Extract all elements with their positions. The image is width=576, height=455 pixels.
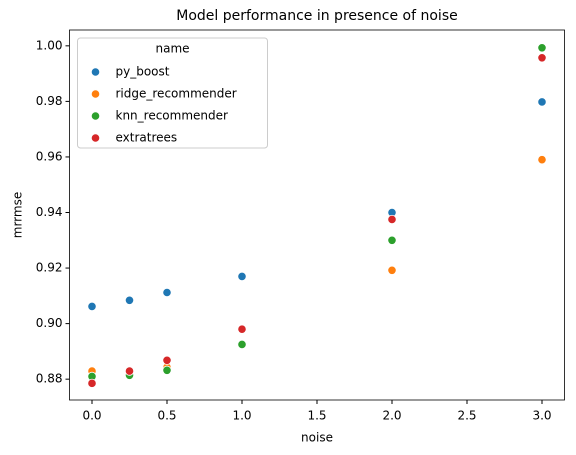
y-tick-label: 0.96 (36, 149, 63, 163)
point (387, 265, 397, 275)
y-axis-label: mrrmse (11, 192, 25, 238)
point (387, 214, 397, 225)
y-tick-label: 0.98 (36, 94, 63, 108)
point (162, 355, 172, 365)
point (162, 365, 172, 375)
point (237, 339, 247, 350)
x-tick-label: 1.0 (232, 409, 251, 423)
x-tick-label: 0.0 (82, 409, 101, 423)
legend-marker (90, 133, 101, 143)
x-tick-label: 1.5 (307, 409, 326, 423)
x-tick-label: 2.5 (457, 409, 476, 423)
legend-label: ridge_recommender (116, 87, 237, 101)
x-tick-label: 0.5 (157, 409, 176, 423)
point (237, 324, 247, 334)
x-tick-label: 3.0 (532, 409, 551, 423)
point (162, 287, 172, 298)
chart-title: Model performance in presence of noise (176, 8, 457, 24)
legend-label: knn_recommender (116, 109, 229, 123)
legend-label: extratrees (116, 131, 178, 145)
legend-marker (90, 111, 101, 121)
point (537, 97, 547, 107)
y-tick-label: 0.90 (36, 316, 63, 330)
legend-title: name (155, 42, 189, 56)
point (537, 155, 547, 165)
y-tick-label: 0.94 (36, 205, 63, 219)
legend-box (77, 37, 268, 149)
y-tick-label: 0.92 (36, 261, 63, 275)
legend-marker (90, 67, 101, 77)
y-tick-label: 1.00 (36, 38, 63, 52)
point (237, 271, 247, 281)
point (124, 366, 135, 376)
point (537, 43, 547, 53)
point (124, 295, 135, 305)
point (537, 53, 547, 63)
plot-frame (69, 29, 565, 401)
legend-label: py_boost (116, 65, 170, 79)
x-axis-label: noise (301, 431, 333, 445)
point (387, 235, 397, 245)
point (87, 378, 97, 388)
y-tick-label: 0.88 (36, 372, 63, 386)
point (87, 301, 97, 311)
legend-marker (90, 89, 101, 99)
x-tick-label: 2.0 (382, 409, 401, 423)
